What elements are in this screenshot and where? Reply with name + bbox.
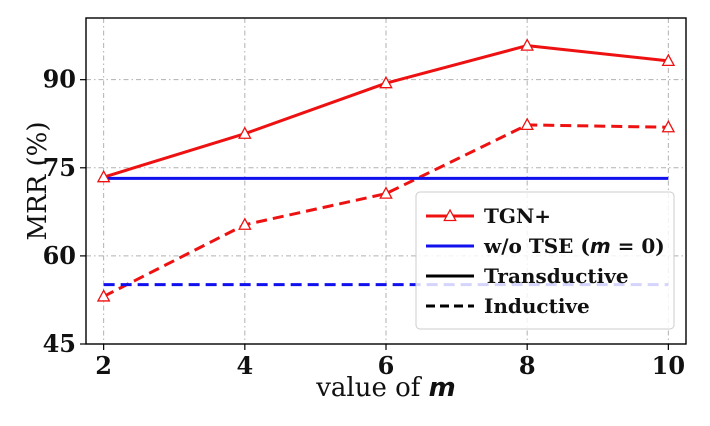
y-axis-label: MRR (%)	[23, 121, 53, 240]
data-point-marker	[238, 126, 252, 139]
y-tick-label: 75	[43, 153, 76, 182]
y-tick-label: 60	[43, 241, 76, 270]
x-tick-label: 4	[236, 351, 253, 380]
legend-label: w/o TSE (m = 0)	[483, 234, 665, 258]
x-axis-ticks: 2 4 6 8 10	[95, 344, 685, 380]
legend-label-part: = 0)	[611, 234, 665, 258]
x-tick-label: 8	[519, 351, 536, 380]
legend-label-variable: m	[590, 234, 611, 258]
legend: TGN+ w/o TSE (m = 0) Transductive Inductive	[415, 191, 675, 330]
legend-box	[415, 191, 675, 330]
legend-marker	[443, 208, 457, 222]
data-point-marker	[96, 289, 111, 302]
x-tick-label: 2	[95, 351, 112, 380]
y-tick-label: 90	[43, 65, 76, 94]
data-point-marker	[379, 75, 393, 89]
data-point-marker	[520, 38, 534, 51]
x-tick-label: 6	[378, 351, 395, 380]
data-point-marker	[520, 117, 534, 131]
data-point-marker	[661, 53, 676, 67]
y-tick-label: 45	[43, 329, 76, 358]
x-axis-label-text: value of	[315, 373, 428, 403]
data-point-marker	[238, 217, 252, 230]
series-markers	[96, 38, 676, 302]
legend-label: Transductive	[484, 264, 629, 288]
data-point-marker	[379, 186, 393, 199]
data-point-marker	[661, 119, 676, 133]
data-point-marker	[96, 169, 111, 183]
legend-label-part: w/o TSE (	[483, 234, 590, 258]
x-axis-label-variable: m	[429, 373, 456, 403]
y-axis-ticks: 45 60 75 90	[43, 65, 86, 358]
x-axis-label: value of m	[315, 373, 456, 403]
x-tick-label: 10	[652, 351, 685, 380]
legend-label: Inductive	[484, 294, 590, 318]
series-line	[102, 123, 669, 298]
legend-label: TGN+	[484, 204, 551, 228]
